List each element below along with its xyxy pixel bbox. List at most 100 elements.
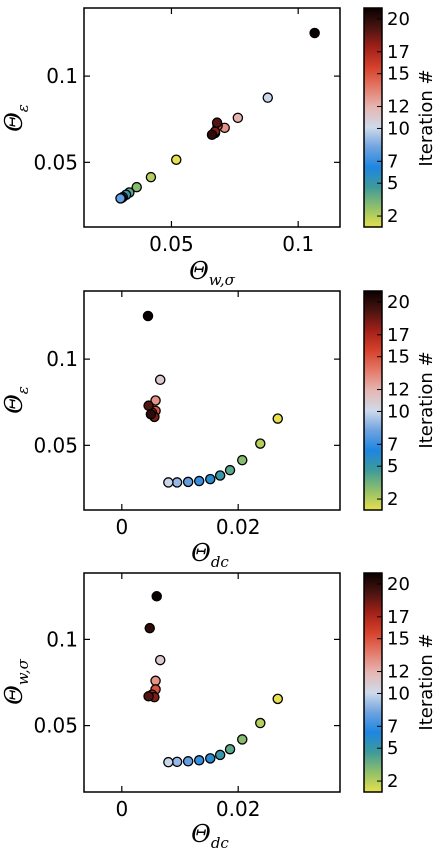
colorbar-tick-label: 12 (387, 662, 410, 683)
panel-1-ylabel-main: Θ (0, 112, 28, 132)
panel-3-points (143, 591, 283, 768)
panel-1-xlabel-main: Θ (189, 257, 209, 285)
colorbar-tick-label: 20 (387, 574, 410, 595)
panel-3-ylabel-sub: w,σ (14, 658, 32, 685)
colorbar-tick-label: 10 (387, 683, 410, 704)
panel-1-colorbar (363, 7, 383, 228)
panel-1-xlabel: Θw,σ (189, 257, 236, 289)
panel-1-yticks: 0.05 0.1 (33, 64, 340, 174)
data-point (171, 154, 182, 165)
data-point (142, 310, 154, 322)
data-point (163, 477, 174, 488)
data-point (150, 675, 161, 687)
panel-1-plot-area (83, 7, 341, 228)
colorbar-tick-label: 10 (387, 118, 410, 139)
y-tick-label: 0.1 (46, 64, 78, 88)
data-point (232, 112, 244, 124)
panel-2-xticks: 0 0.02 (115, 291, 260, 539)
colorbar-tick-label: 20 (387, 9, 410, 30)
x-tick-label: 0 (115, 797, 128, 821)
data-point (214, 470, 226, 481)
colorbar-tick-label: 5 (387, 173, 398, 194)
data-point (171, 756, 183, 768)
panel-3-plot-area (83, 572, 341, 793)
x-tick-label: 0 (115, 515, 128, 539)
colorbar-tick-label: 15 (387, 629, 410, 650)
data-point (171, 477, 183, 488)
y-tick-label: 0.05 (33, 714, 78, 738)
colorbar-tick-label: 17 (387, 325, 410, 346)
data-point (143, 400, 154, 411)
panel-2-ylabel-main: Θ (0, 394, 28, 414)
panel-3-xlabel: Θdc (191, 820, 229, 852)
data-point (144, 622, 155, 634)
data-point (145, 171, 157, 183)
x-tick-label: 0.02 (216, 515, 261, 539)
data-point (182, 756, 194, 767)
data-point (193, 475, 205, 487)
panel-3-xticks: 0 0.02 (115, 573, 260, 821)
data-point (151, 591, 162, 602)
data-point (182, 476, 194, 488)
colorbar-tick-label: 2 (387, 489, 398, 510)
colorbar-tick-label: 20 (387, 292, 410, 313)
data-point (214, 749, 226, 761)
panel-3-colorbar-label: Iteration # (416, 633, 437, 730)
y-tick-label: 0.05 (33, 150, 78, 174)
data-point (143, 691, 154, 702)
panel-3-colorbar (363, 572, 383, 793)
x-tick-label: 0.1 (282, 232, 314, 256)
panel-1-ylabel: Θε (0, 104, 32, 132)
data-point (211, 117, 223, 128)
colorbar-tick-label: 7 (387, 434, 398, 455)
data-point (131, 181, 142, 193)
colorbar-tick-label: 5 (387, 456, 398, 477)
colorbar-tick-label: 17 (387, 42, 410, 63)
panel-3-xlabel-sub: dc (211, 834, 230, 852)
panel-3-ylabel-main: Θ (0, 685, 28, 705)
data-point (205, 473, 216, 485)
colorbar-tick-label: 15 (387, 64, 410, 85)
colorbar-tick-label: 7 (387, 716, 398, 737)
y-tick-label: 0.1 (46, 627, 78, 651)
colorbar-tick-label: 10 (387, 401, 410, 422)
data-point (224, 743, 236, 755)
colorbar-tick-label: 2 (387, 206, 398, 227)
panel-2-xlabel-main: Θ (191, 539, 211, 567)
panel-2-ylabel-sub: ε (14, 386, 32, 394)
data-point (206, 129, 218, 140)
panel-3-yticks: 0.05 0.1 (33, 627, 340, 738)
panel-2-colorbar-label: Iteration # (416, 351, 437, 448)
colorbar-tick-label: 15 (387, 347, 410, 368)
data-point (272, 693, 283, 705)
colorbar-tick-label: 7 (387, 151, 398, 172)
data-point (255, 438, 266, 449)
data-point (150, 395, 161, 406)
data-point (272, 413, 283, 424)
data-point (154, 374, 166, 386)
panel-3-xlabel-main: Θ (191, 820, 211, 848)
data-point (154, 654, 166, 666)
colorbar-tick-label: 12 (387, 97, 410, 118)
panel-2-plot-area (83, 290, 341, 511)
colorbar-tick-label: 17 (387, 607, 410, 628)
panel-1-points (115, 27, 320, 204)
y-tick-label: 0.05 (33, 433, 78, 457)
data-point (237, 454, 248, 466)
panel-1-xlabel-sub: w,σ (209, 271, 236, 289)
data-point (115, 193, 126, 204)
panel-1-colorbar-label: Iteration # (416, 69, 437, 166)
panel-1-ylabel-sub: ε (14, 104, 32, 112)
y-tick-label: 0.1 (46, 347, 78, 371)
colorbar-tick-label: 12 (387, 380, 410, 401)
data-point (205, 753, 216, 764)
data-point (163, 756, 174, 768)
data-point (193, 755, 205, 766)
panel-2-colorbar (363, 290, 383, 511)
